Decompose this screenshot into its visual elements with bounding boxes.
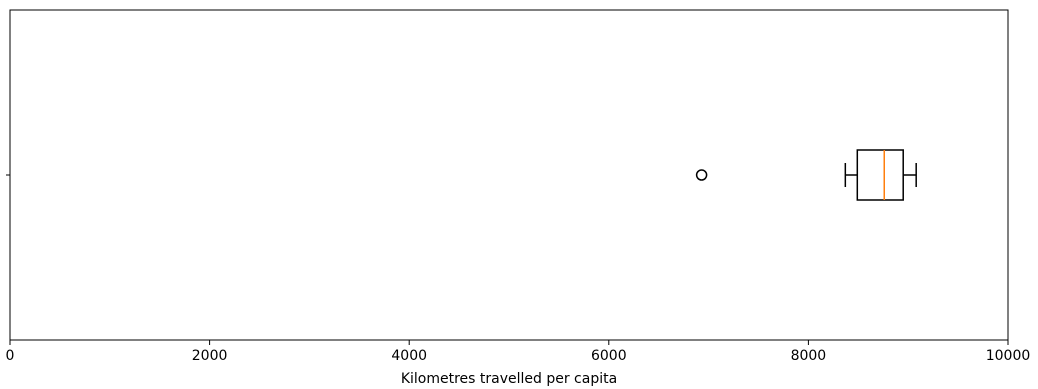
x-tick-label: 4000	[391, 348, 427, 364]
x-axis-label: Kilometres travelled per capita	[401, 371, 617, 387]
x-tick-label: 6000	[591, 348, 627, 364]
interquartile-box	[856, 149, 904, 201]
x-tick-label: 8000	[791, 348, 827, 364]
x-axis: 0 2000 4000 6000 8000 10000	[6, 340, 1031, 364]
plot-frame	[9, 9, 1009, 341]
outlier-point	[695, 169, 708, 181]
box-group	[695, 149, 917, 201]
plot-area	[6, 9, 1009, 341]
x-tick-label: 2000	[192, 348, 228, 364]
x-tick-label: 0	[6, 348, 15, 364]
x-tick-label: 10000	[986, 348, 1031, 364]
